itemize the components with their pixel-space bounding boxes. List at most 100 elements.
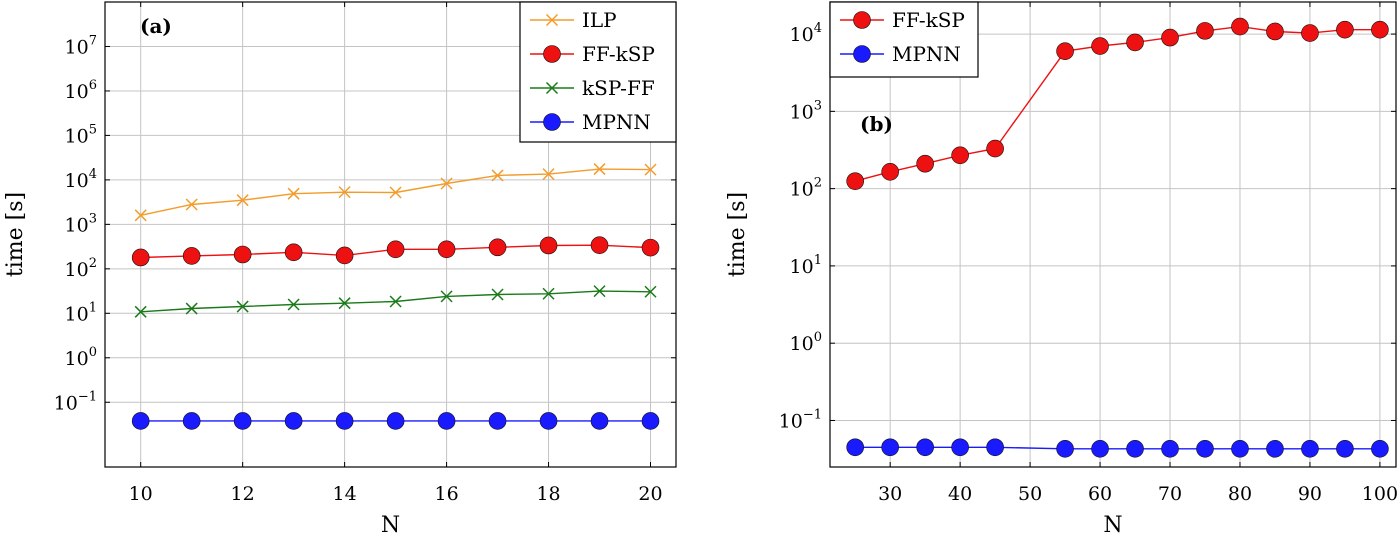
data-point xyxy=(389,186,402,199)
x-tick-label: 80 xyxy=(1228,483,1252,505)
data-point xyxy=(951,146,969,165)
y-tick-label: 10−1 xyxy=(54,389,97,414)
y-tick-label: 101 xyxy=(790,253,822,278)
x-tick-label: 16 xyxy=(434,483,458,505)
y-tick-label: 103 xyxy=(65,211,97,236)
data-point xyxy=(1301,24,1319,42)
legend-item: FF-kSP xyxy=(840,8,965,32)
data-point xyxy=(185,302,198,315)
y-tick-exponent: 4 xyxy=(89,167,97,182)
legend-marker xyxy=(543,113,561,131)
data-point xyxy=(1336,439,1354,458)
y-tick-base: 10 xyxy=(65,170,89,192)
y-tick-exponent: 4 xyxy=(814,21,822,36)
data-point xyxy=(131,412,150,430)
data-point xyxy=(1126,439,1144,458)
y-tick-exponent: 0 xyxy=(814,330,822,345)
x-tick-label: 50 xyxy=(1018,483,1042,505)
y-tick-label: 105 xyxy=(65,122,97,147)
data-point xyxy=(986,139,1004,158)
legend-item: ILP xyxy=(530,8,617,32)
legend-marker xyxy=(853,11,871,29)
data-point xyxy=(1196,22,1214,40)
y-tick-label: 101 xyxy=(65,300,97,325)
data-point xyxy=(182,247,201,265)
y-tick-base: 10 xyxy=(790,179,814,201)
data-point xyxy=(386,240,405,259)
data-point xyxy=(881,438,899,457)
data-point xyxy=(1266,439,1284,458)
data-point xyxy=(539,412,558,430)
x-tick-label: 18 xyxy=(536,483,560,505)
y-tick-base: 10 xyxy=(65,36,89,58)
data-point xyxy=(134,305,147,318)
y-tick-label: 100 xyxy=(65,345,97,370)
x-tick-label: 60 xyxy=(1088,483,1112,505)
data-point xyxy=(539,236,558,255)
legend: ILP FF-kSP kSP-FF MPNN xyxy=(519,1,677,143)
data-point xyxy=(440,290,453,303)
y-tick-exponent: −1 xyxy=(78,389,97,404)
data-point xyxy=(1196,439,1214,458)
data-point xyxy=(134,209,147,222)
data-point xyxy=(233,412,252,430)
data-point xyxy=(131,248,150,267)
series-ff-ksp xyxy=(846,17,1389,190)
data-point xyxy=(1161,439,1179,458)
data-point xyxy=(488,412,507,430)
series-ksp-ff xyxy=(134,285,657,318)
y-tick-base: 10 xyxy=(779,410,803,432)
legend-marker xyxy=(545,81,559,95)
data-point xyxy=(951,438,969,457)
data-point xyxy=(542,287,555,300)
y-tick-base: 10 xyxy=(65,214,89,236)
x-tick-label: 12 xyxy=(231,483,255,505)
data-point xyxy=(644,285,657,298)
data-point xyxy=(437,240,456,259)
x-tick-label: 14 xyxy=(333,483,357,505)
panel-label: (a) xyxy=(140,14,172,38)
data-point xyxy=(335,412,354,430)
data-point xyxy=(491,288,504,301)
y-tick-base: 10 xyxy=(65,259,89,281)
data-point xyxy=(233,245,252,264)
data-point xyxy=(284,412,303,430)
data-point xyxy=(1231,439,1249,458)
y-tick-label: 102 xyxy=(65,256,97,281)
legend-item: MPNN xyxy=(840,42,961,66)
data-point xyxy=(236,194,249,207)
data-point xyxy=(1091,439,1109,458)
legend-label: FF-kSP xyxy=(582,42,655,66)
data-point xyxy=(338,297,351,310)
data-point xyxy=(1056,439,1074,458)
y-axis-label: time [s] xyxy=(725,192,750,277)
x-tick-label: 20 xyxy=(638,483,662,505)
x-axis-label: N xyxy=(381,513,400,538)
data-point xyxy=(1126,33,1144,52)
x-tick-label: 40 xyxy=(948,483,972,505)
y-tick-exponent: −1 xyxy=(803,407,822,422)
data-point xyxy=(1301,439,1319,458)
data-point xyxy=(1371,439,1389,458)
axes-frame xyxy=(104,1,677,468)
data-point xyxy=(287,187,300,200)
x-axis-label: N xyxy=(1103,513,1122,538)
data-point xyxy=(1231,17,1249,36)
data-point xyxy=(284,243,303,262)
data-point xyxy=(386,412,405,430)
legend-marker xyxy=(853,45,871,63)
legend-label: kSP-FF xyxy=(582,76,655,100)
data-point xyxy=(491,169,504,182)
y-tick-label: 100 xyxy=(790,330,822,355)
data-point xyxy=(644,163,657,176)
legend-box xyxy=(829,1,979,78)
legend-label: ILP xyxy=(582,8,617,32)
y-tick-base: 10 xyxy=(54,392,78,414)
data-point xyxy=(641,412,660,430)
data-point xyxy=(1091,37,1109,55)
data-point xyxy=(1161,28,1179,47)
data-point xyxy=(590,412,609,430)
x-tick-label: 100 xyxy=(1362,483,1398,505)
data-point xyxy=(287,298,300,311)
